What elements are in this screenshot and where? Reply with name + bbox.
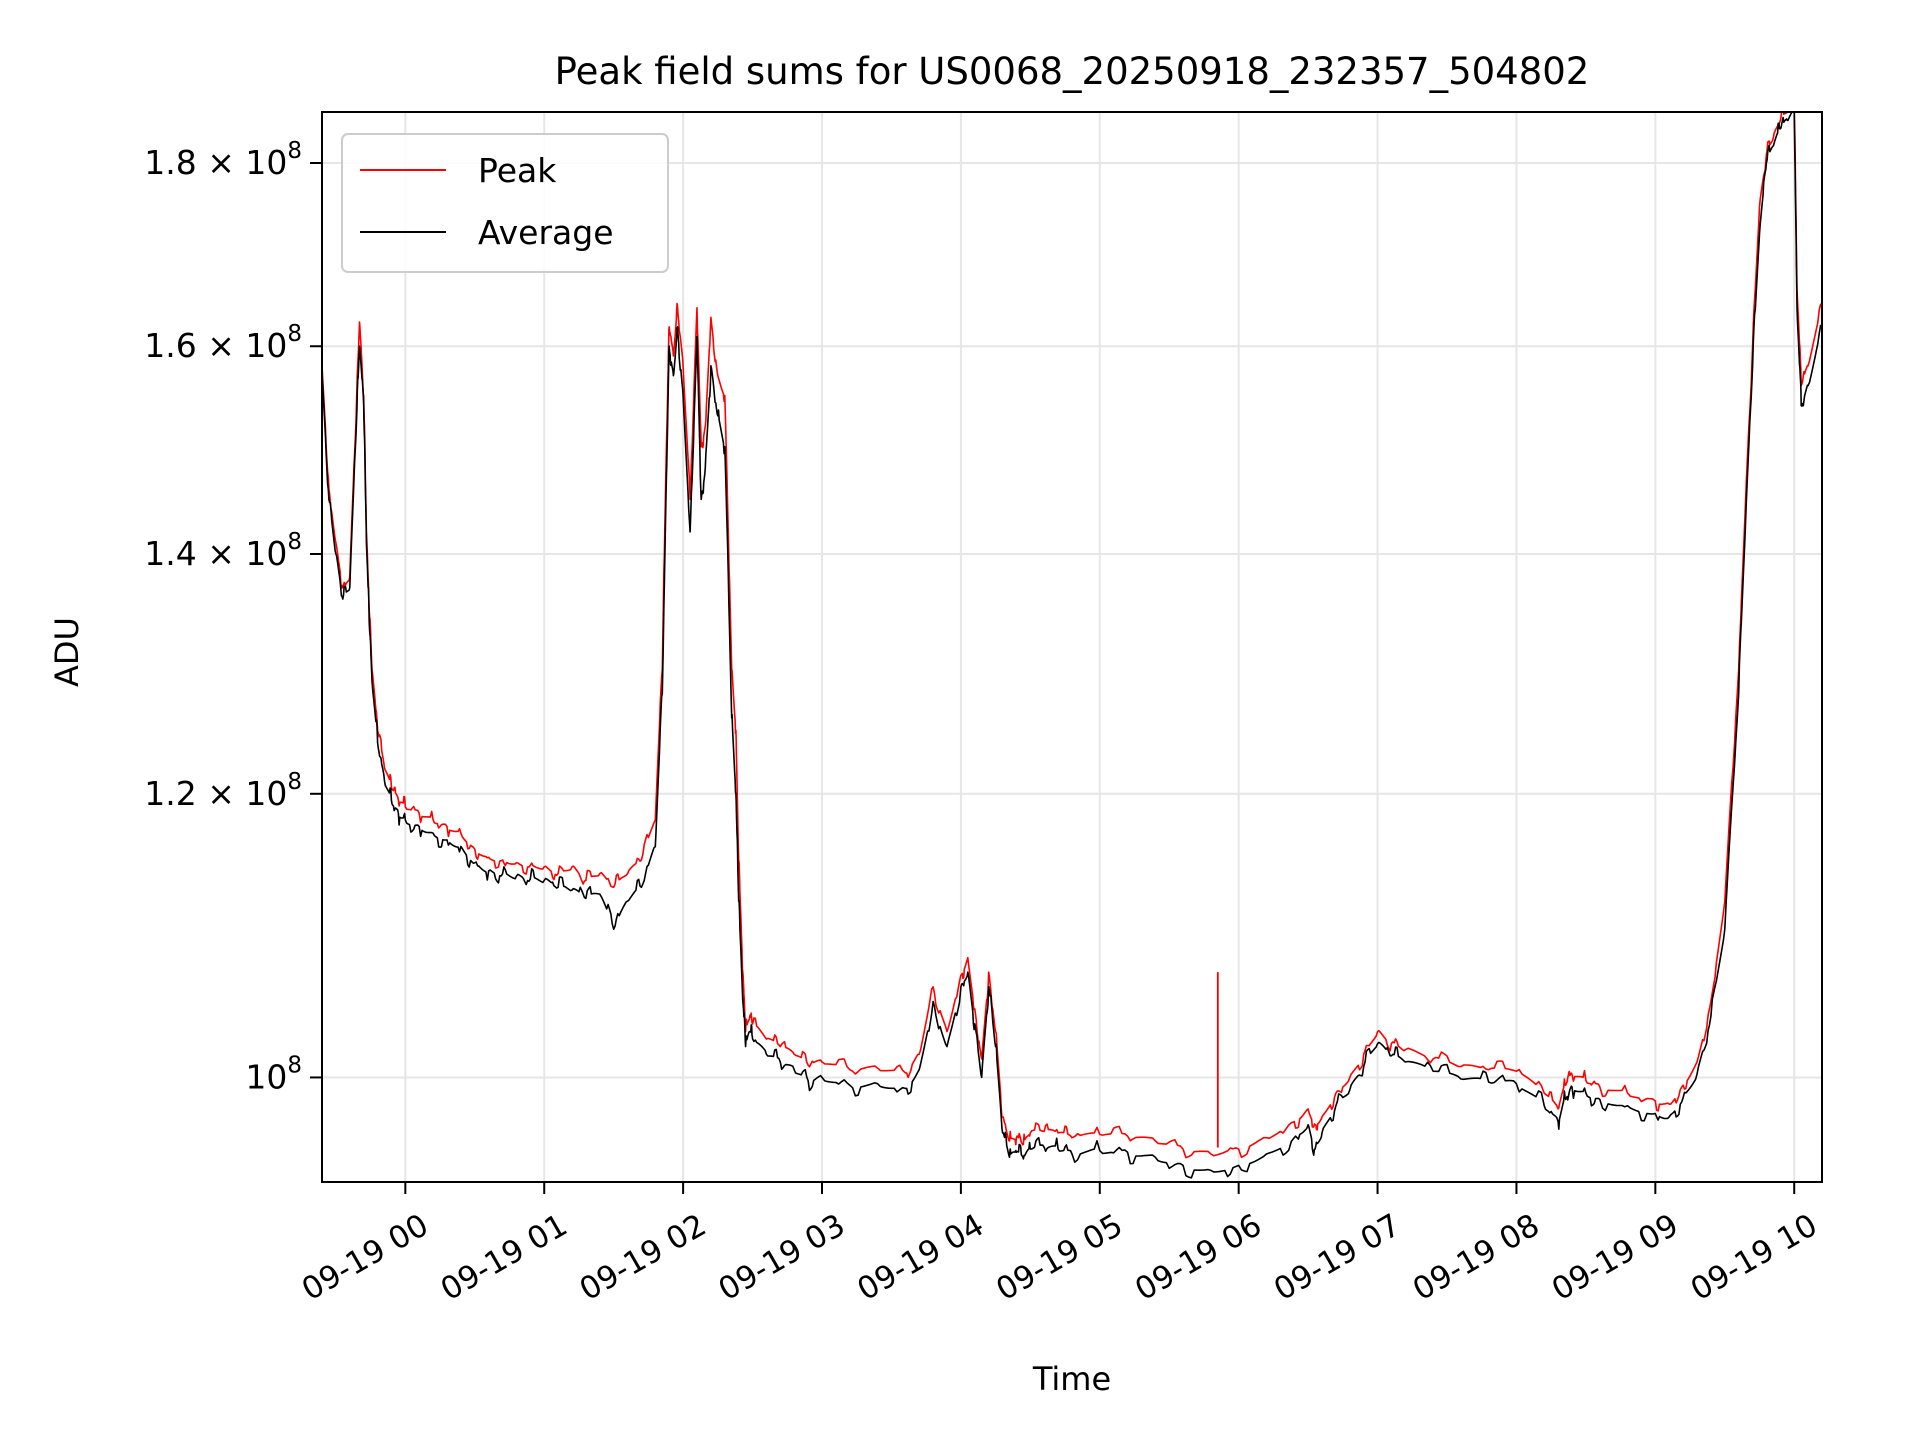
y-axis-label: ADU xyxy=(48,617,86,687)
x-tick-label: 09-19 02 xyxy=(574,1207,713,1308)
y-tick-label: 1.4 × 108 xyxy=(144,529,302,573)
x-tick-label: 09-19 07 xyxy=(1268,1207,1407,1308)
y-tick-label: 1.2 × 108 xyxy=(144,769,302,813)
y-tick-label: 108 xyxy=(245,1052,302,1096)
series-line-peak xyxy=(322,112,1822,1159)
legend-label-peak: Peak xyxy=(478,151,557,190)
series-line-average xyxy=(322,112,1822,1179)
x-tick-label: 09-19 08 xyxy=(1407,1207,1546,1308)
plot-lines xyxy=(322,112,1822,1179)
chart-title: Peak field sums for US0068_20250918_2323… xyxy=(555,50,1590,93)
x-tick-label: 09-19 10 xyxy=(1685,1207,1824,1308)
x-tick-label: 09-19 01 xyxy=(435,1207,574,1308)
legend-box xyxy=(341,133,669,273)
legend: Peak Average xyxy=(341,133,669,273)
y-tick-label: 1.8 × 108 xyxy=(144,138,302,182)
y-tick-label: 1.6 × 108 xyxy=(144,321,302,365)
x-tick-label: 09-19 04 xyxy=(851,1207,990,1308)
legend-label-average: Average xyxy=(478,213,614,252)
x-tick-label: 09-19 06 xyxy=(1129,1207,1268,1308)
x-tick-label: 09-19 03 xyxy=(712,1207,851,1308)
x-tick-label: 09-19 05 xyxy=(990,1207,1129,1308)
y-axis: 108 1.2 × 108 1.4 × 108 1.6 × 108 1.8 × 108 xyxy=(144,138,322,1096)
x-axis-label: Time xyxy=(1032,1360,1111,1398)
x-tick-label: 09-19 09 xyxy=(1546,1207,1685,1308)
x-tick-label: 09-19 00 xyxy=(296,1207,435,1308)
plot-frame xyxy=(321,111,1823,1183)
grid xyxy=(322,112,1822,1182)
x-axis: 09-19 00 09-19 01 09-19 02 09-19 03 09-19 04… xyxy=(296,1182,1824,1308)
